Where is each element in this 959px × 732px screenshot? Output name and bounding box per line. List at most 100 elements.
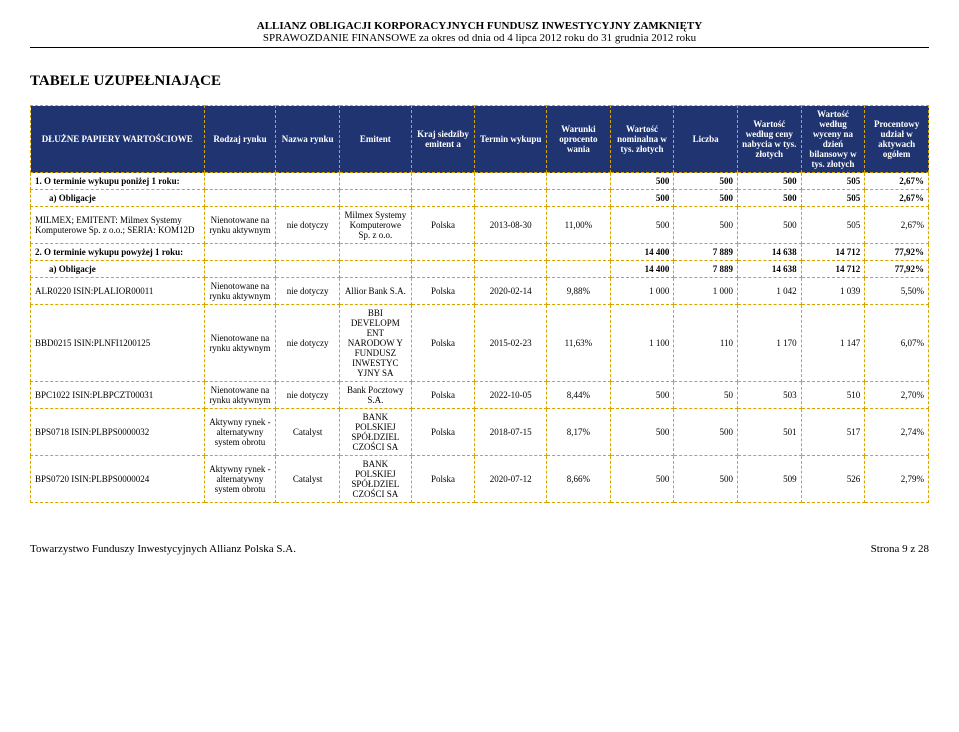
table-cell: 14 638: [737, 244, 801, 261]
table-cell: BANK POLSKIEJ SPÓŁDZIEL CZOŚCI SA: [339, 409, 411, 456]
table-cell: 500: [610, 190, 674, 207]
section-title: TABELE UZUPEŁNIAJĄCE: [30, 73, 929, 90]
table-cell: 2,67%: [865, 173, 929, 190]
table-cell: Milmex Systemy Komputerowe Sp. z o.o.: [339, 207, 411, 244]
table-cell: 11,00%: [547, 207, 611, 244]
table-cell: 505: [801, 190, 865, 207]
table-row: BPS0718 ISIN:PLBPS0000032Aktywny rynek -…: [31, 409, 929, 456]
table-cell: BPC1022 ISIN:PLBPCZT00031: [31, 382, 205, 409]
table-cell: 500: [610, 456, 674, 503]
table-cell: 500: [610, 382, 674, 409]
table-cell: 500: [674, 207, 738, 244]
table-cell: 500: [674, 409, 738, 456]
table-cell: Polska: [411, 409, 475, 456]
table-cell: 1. O terminie wykupu poniżej 1 roku:: [31, 173, 205, 190]
table-cell: 1 000: [610, 278, 674, 305]
table-cell: MILMEX; EMITENT: Milmex Systemy Komputer…: [31, 207, 205, 244]
doc-subtitle: SPRAWOZDANIE FINANSOWE za okres od dnia …: [30, 32, 929, 48]
table-cell: 2,79%: [865, 456, 929, 503]
doc-title: ALLIANZ OBLIGACJI KORPORACYJNYCH FUNDUSZ…: [30, 20, 929, 32]
table-cell: [276, 244, 340, 261]
table-cell: 6,07%: [865, 305, 929, 382]
table-row: 2. O terminie wykupu powyżej 1 roku:14 4…: [31, 244, 929, 261]
table-row: a) Obligacje5005005005052,67%: [31, 190, 929, 207]
table-cell: [204, 261, 276, 278]
table-cell: 509: [737, 456, 801, 503]
table-cell: [475, 244, 547, 261]
table-cell: 11,63%: [547, 305, 611, 382]
table-cell: 1 039: [801, 278, 865, 305]
table-cell: Polska: [411, 456, 475, 503]
table-cell: 500: [737, 190, 801, 207]
table-cell: [547, 190, 611, 207]
column-header: Termin wykupu: [475, 106, 547, 173]
table-cell: 14 638: [737, 261, 801, 278]
table-cell: 8,66%: [547, 456, 611, 503]
table-cell: 2015-02-23: [475, 305, 547, 382]
table-cell: 517: [801, 409, 865, 456]
column-header: Kraj siedziby emitent a: [411, 106, 475, 173]
table-cell: [339, 244, 411, 261]
table-cell: [339, 190, 411, 207]
table-cell: [547, 173, 611, 190]
table-cell: Polska: [411, 305, 475, 382]
table-cell: 2020-02-14: [475, 278, 547, 305]
table-cell: Polska: [411, 207, 475, 244]
table-cell: [339, 173, 411, 190]
table-cell: 526: [801, 456, 865, 503]
table-row: 1. O terminie wykupu poniżej 1 roku: 500 5…: [31, 173, 929, 190]
table-cell: 510: [801, 382, 865, 409]
table-cell: [411, 190, 475, 207]
table-cell: 110: [674, 305, 738, 382]
table-cell: [475, 261, 547, 278]
table-cell: Polska: [411, 382, 475, 409]
table-cell: 2022-10-05: [475, 382, 547, 409]
table-cell: BANK POLSKIEJ SPÓŁDZIEL CZOŚCI SA: [339, 456, 411, 503]
table-cell: 1 170: [737, 305, 801, 382]
column-header: Wartość według wyceny na dzień bilansowy…: [801, 106, 865, 173]
column-header: Rodzaj rynku: [204, 106, 276, 173]
table-cell: 14 712: [801, 244, 865, 261]
table-cell: 500: [674, 456, 738, 503]
table-cell: Nienotowane na rynku aktywnym: [204, 278, 276, 305]
column-header: Wartość według ceny nabycia w tys. złoty…: [737, 106, 801, 173]
column-header: Procentowy udział w aktywach ogółem: [865, 106, 929, 173]
table-cell: 505: [801, 173, 865, 190]
column-header: Wartość nominalna w tys. złotych: [610, 106, 674, 173]
table-cell: 8,44%: [547, 382, 611, 409]
table-cell: 503: [737, 382, 801, 409]
table-cell: ALR0220 ISIN:PLALIOR00011: [31, 278, 205, 305]
table-cell: 14 400: [610, 261, 674, 278]
table-cell: 500: [610, 173, 674, 190]
table-cell: [547, 244, 611, 261]
table-cell: [475, 190, 547, 207]
table-cell: 2,67%: [865, 207, 929, 244]
footer-left: Towarzystwo Funduszy Inwestycyjnych Alli…: [30, 543, 296, 555]
column-header: Warunki oprocento wania: [547, 106, 611, 173]
table-row: a) Obligacje14 4007 88914 63814 71277,92…: [31, 261, 929, 278]
table-cell: a) Obligacje: [31, 190, 205, 207]
table-cell: [276, 261, 340, 278]
table-cell: [411, 244, 475, 261]
table-cell: 500: [610, 409, 674, 456]
table-cell: 7 889: [674, 244, 738, 261]
table-cell: BBD0215 ISIN:PLNFI1200125: [31, 305, 205, 382]
table-cell: 501: [737, 409, 801, 456]
table-cell: [411, 173, 475, 190]
table-cell: [276, 190, 340, 207]
table-cell: Bank Pocztowy S.A.: [339, 382, 411, 409]
table-cell: 14 712: [801, 261, 865, 278]
table-cell: BBI DEVELOPM ENT NARODOW Y FUNDUSZ INWES…: [339, 305, 411, 382]
table-cell: nie dotyczy: [276, 207, 340, 244]
table-cell: 2018-07-15: [475, 409, 547, 456]
table-cell: [339, 261, 411, 278]
table-cell: nie dotyczy: [276, 305, 340, 382]
table-cell: 2,70%: [865, 382, 929, 409]
table-row: ALR0220 ISIN:PLALIOR00011Nienotowane na …: [31, 278, 929, 305]
table-cell: nie dotyczy: [276, 278, 340, 305]
table-cell: Aktywny rynek - alternatywny system obro…: [204, 456, 276, 503]
table-cell: 505: [801, 207, 865, 244]
table-cell: 50: [674, 382, 738, 409]
table-row: BBD0215 ISIN:PLNFI1200125Nienotowane na …: [31, 305, 929, 382]
securities-table: DŁUŻNE PAPIERY WARTOŚCIOWERodzaj rynkuNa…: [30, 105, 929, 503]
